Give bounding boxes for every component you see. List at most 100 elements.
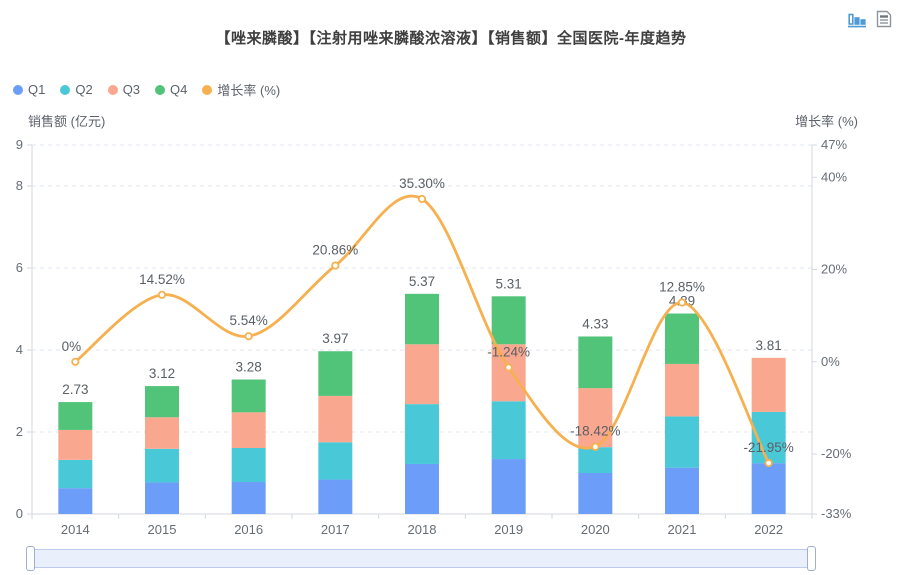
bar-segment-2016-q2[interactable] [231,447,266,483]
bar-segment-2014-q4[interactable] [58,402,93,430]
bar-segment-2016-q1[interactable] [231,482,266,514]
bar-segment-2017-q3[interactable] [318,395,353,443]
bar-segment-2019-q3[interactable] [491,344,526,402]
bar-segment-2014-q3[interactable] [58,429,93,460]
toolbox [847,9,894,29]
legend-item-q2[interactable]: Q2 [60,82,93,97]
growth-point-2020[interactable] [591,442,600,451]
bar-segment-2017-q2[interactable] [318,442,353,480]
bar-segment-2015-q1[interactable] [145,482,179,514]
bar-segment-2021-q2[interactable] [665,416,699,468]
bar-segment-2021-q1[interactable] [665,467,699,514]
growth-point-2016[interactable] [244,332,253,341]
legend-dot-icon [13,84,23,95]
x-axis-tick-label: 2018 [408,522,437,537]
legend-item-q4[interactable]: Q4 [155,82,187,97]
legend-item-label: 增长率 (%) [217,83,281,98]
legend-dot-icon [155,84,166,95]
right-axis-tick-label: -33% [821,506,852,521]
bar-total-label: 5.37 [409,274,435,289]
left-axis-title: 销售额 (亿元) [28,114,106,129]
left-axis-tick-label: 0 [16,506,23,521]
bar-total-label: 5.31 [496,276,522,291]
page-title: 【唑来膦酸】【注射用唑来膦酸浓溶液】【销售额】全国医院-年度趋势 [215,30,687,47]
growth-point-2019[interactable] [504,363,513,372]
bar-total-label: 2.73 [62,382,88,397]
legend-dot-icon [107,84,118,95]
x-axis-tick-label: 2015 [148,522,177,537]
bar-segment-2015-q4[interactable] [145,386,179,418]
bar-segment-2021-q4[interactable] [665,313,699,364]
x-axis-tick-label: 2019 [494,522,523,537]
bar-segment-2018-q3[interactable] [405,344,439,405]
bar-segment-2016-q3[interactable] [231,412,266,448]
legend-item-q3[interactable]: Q3 [107,82,141,97]
growth-value-label: 0% [62,339,82,354]
bar-segment-2014-q1[interactable] [58,488,93,514]
bar-segment-2018-q1[interactable] [405,463,439,514]
right-axis-tick-label: 0% [821,354,840,369]
bar-segment-2020-q4[interactable] [578,336,613,389]
left-axis-tick-label: 6 [16,260,23,275]
growth-value-label: -18.42% [570,424,620,439]
x-axis-tick-label: 2020 [581,522,610,537]
bar-segment-2019-q4[interactable] [491,296,526,345]
right-axis-tick-label: -20% [821,446,852,461]
legend-item-label: Q3 [122,82,141,97]
bar-segment-2018-q4[interactable] [405,293,439,345]
datazoom-handle-right[interactable] [807,546,816,571]
legend-item-q1[interactable]: Q1 [13,82,45,97]
right-axis-tick-label: 40% [821,169,847,184]
left-axis-tick-label: 8 [16,178,23,193]
growth-point-2017[interactable] [331,261,340,270]
legend-item-label: Q2 [75,82,93,97]
data-view-icon[interactable] [874,9,894,29]
bar-segment-2017-q4[interactable] [318,351,353,396]
x-axis-tick-label: 2017 [321,522,350,537]
bar-segment-2014-q2[interactable] [58,459,93,489]
bar-segment-2019-q1[interactable] [491,459,526,514]
bar-segment-2021-q3[interactable] [665,363,699,417]
bar-chart-icon[interactable] [847,9,867,29]
growth-value-label: 12.85% [659,280,705,295]
growth-value-label: -21.95% [744,440,794,455]
legend-item-growth[interactable]: 增长率 (%) [202,80,280,99]
growth-value-label: 5.54% [230,313,268,328]
bar-total-label: 3.81 [756,338,782,353]
x-axis-tick-label: 2016 [234,522,263,537]
bar-segment-2015-q2[interactable] [145,448,179,483]
bar-segment-2022-q1[interactable] [751,463,786,514]
growth-point-2021[interactable] [677,298,687,307]
datazoom-handle-left[interactable] [26,546,35,571]
bar-segment-2019-q2[interactable] [491,401,526,460]
right-axis-title: 增长率 (%) [795,114,858,129]
bar-segment-2020-q2[interactable] [578,447,613,473]
bar-total-label: 3.12 [149,366,175,381]
x-axis-tick-label: 2022 [754,522,783,537]
legend-dot-icon [60,84,71,95]
growth-value-label: 20.86% [312,243,358,258]
left-axis-tick-label: 4 [16,342,23,357]
bar-segment-2020-q1[interactable] [578,473,613,514]
bar-segment-2017-q1[interactable] [318,479,353,514]
growth-value-label: -1.24% [487,345,530,360]
bar-segment-2016-q4[interactable] [231,379,266,413]
bar-segment-2022-q3[interactable] [751,357,786,412]
growth-line [73,194,771,465]
bar-total-label: 3.28 [236,360,262,375]
growth-point-2022[interactable] [764,458,773,468]
x-axis-tick-label: 2021 [668,522,697,537]
legend: Q1 Q2 Q3 Q4 增长率 (%) [13,80,280,99]
datazoom-slider[interactable] [26,546,816,571]
bar-segment-2015-q3[interactable] [145,417,179,449]
growth-point-2015[interactable] [157,290,167,299]
left-axis-tick-label: 9 [16,137,23,152]
growth-point-2018[interactable] [417,194,427,204]
legend-dot-icon [202,84,213,95]
growth-value-label: 35.30% [399,176,445,191]
bar-total-label: 4.33 [582,316,608,331]
bar-segment-2018-q2[interactable] [405,404,439,464]
growth-point-2014[interactable] [71,357,80,366]
